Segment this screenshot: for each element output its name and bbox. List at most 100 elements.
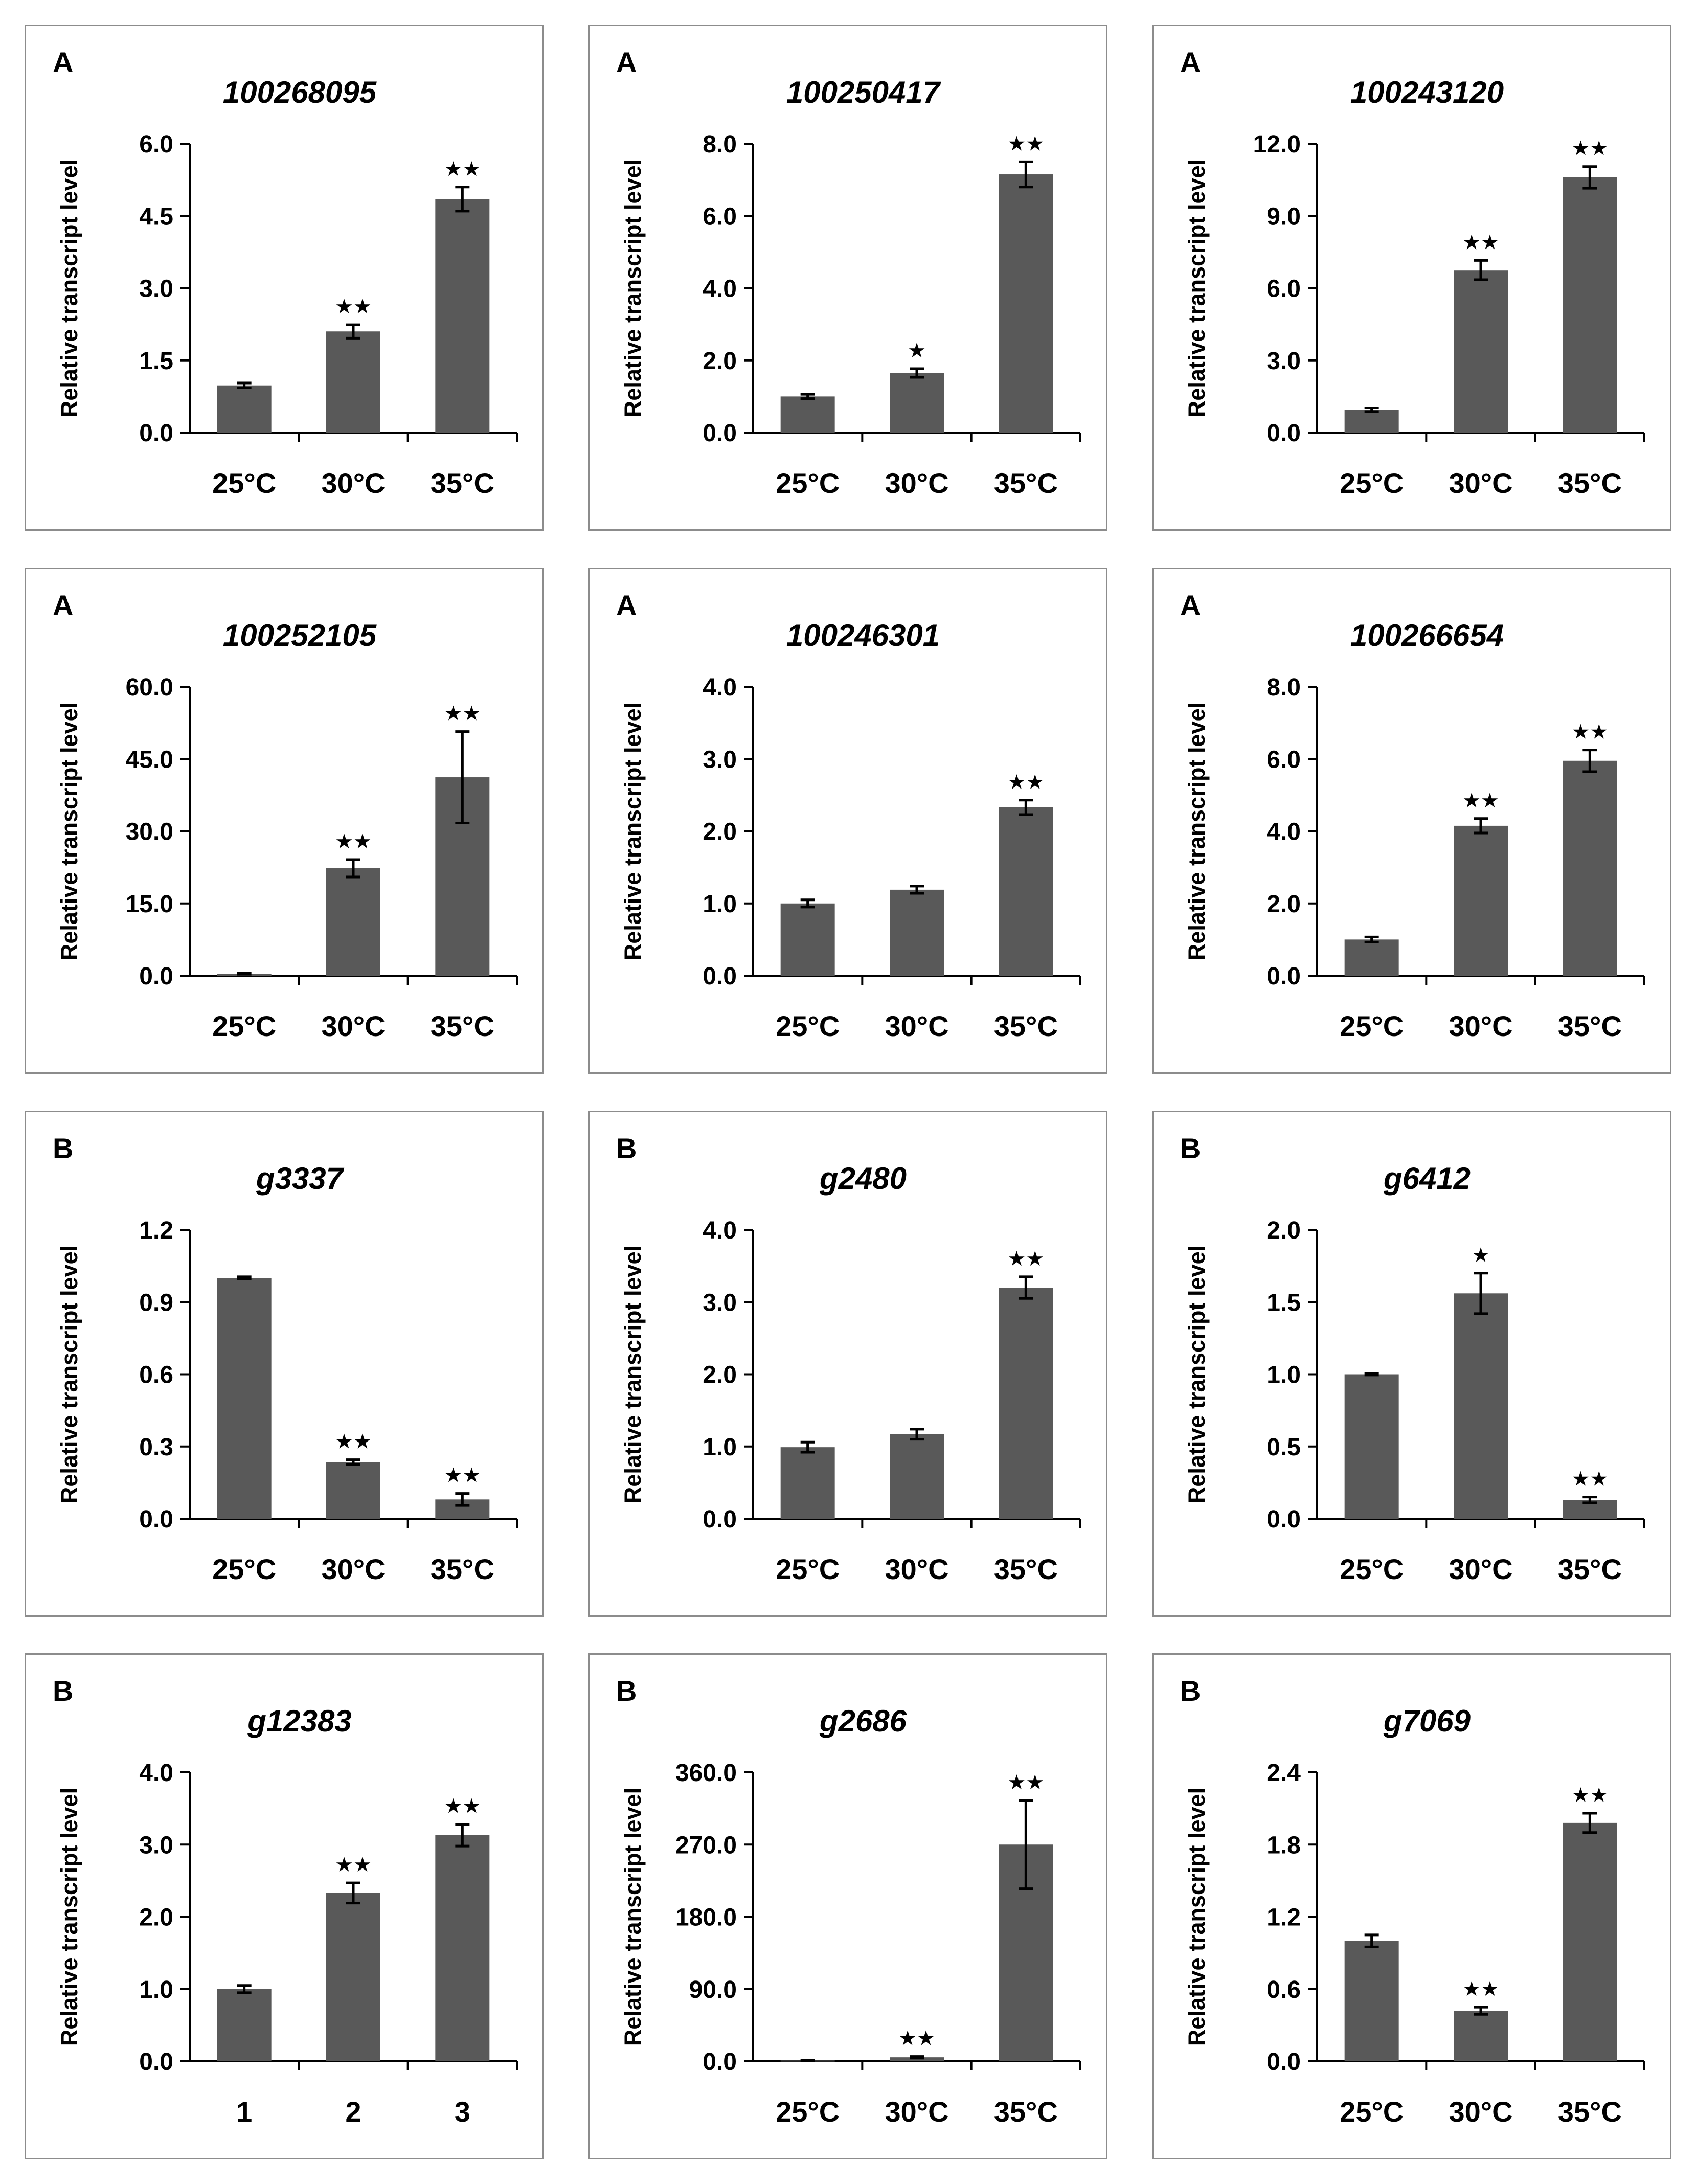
y-tick-label: 2.0 <box>139 1904 173 1931</box>
chart-panel-3: A 100243120 Relative transcript level 0.0 3.… <box>1152 25 1671 531</box>
y-tick-label: 60.0 <box>126 674 173 701</box>
significance-mark: ★★ <box>444 1795 481 1818</box>
panel-letter: B <box>616 1675 637 1707</box>
panel-letter: B <box>616 1132 637 1164</box>
y-tick-label: 0.0 <box>1267 420 1301 447</box>
x-category-label: 2 <box>345 2096 361 2128</box>
y-tick-label: 0.6 <box>1267 1976 1301 2003</box>
y-tick-label: 2.0 <box>703 348 737 375</box>
bar <box>217 1989 272 2061</box>
x-category-label: 25°C <box>1340 467 1404 499</box>
x-category-label: 35°C <box>994 1553 1058 1585</box>
y-tick-label: 180.0 <box>675 1904 737 1931</box>
bar <box>1454 1293 1508 1519</box>
error-bar <box>1364 407 1379 413</box>
chart-title: 100250417 <box>786 75 941 109</box>
y-tick-label: 0.0 <box>139 1506 173 1533</box>
x-category-label: 35°C <box>431 467 494 499</box>
y-axis-label: Relative transcript level <box>56 1245 82 1503</box>
bar <box>326 1893 380 2061</box>
x-category-label: 30°C <box>1449 467 1512 499</box>
y-tick-label: 1.0 <box>139 1976 173 2003</box>
significance-mark: ★★ <box>1462 231 1499 254</box>
y-tick-label: 0.0 <box>1267 963 1301 990</box>
significance-mark: ★★ <box>898 2027 935 2051</box>
x-category-label: 35°C <box>994 467 1058 499</box>
y-tick-label: 1.0 <box>703 1434 737 1461</box>
error-bar <box>237 972 252 976</box>
y-axis-label: Relative transcript level <box>56 702 82 960</box>
bar-chart: A 100250417 Relative transcript level 0.0 2.… <box>616 46 1081 499</box>
x-category-label: 35°C <box>1558 1010 1622 1042</box>
bar <box>1454 270 1508 433</box>
y-tick-label: 2.4 <box>1267 1760 1301 1787</box>
error-bar <box>237 381 252 389</box>
x-category-label: 25°C <box>1340 2096 1404 2128</box>
y-tick-label: 2.0 <box>1267 1217 1301 1244</box>
y-tick-label: 6.0 <box>703 203 737 230</box>
error-bar <box>1364 1933 1379 1948</box>
error-bar <box>346 858 360 879</box>
y-tick-label: 360.0 <box>675 1760 737 1787</box>
y-tick-label: 1.0 <box>703 891 737 918</box>
error-bar <box>237 1275 252 1281</box>
x-category-label: 30°C <box>321 467 385 499</box>
bar <box>326 331 380 433</box>
y-tick-label: 0.0 <box>703 420 737 447</box>
panel-letter: A <box>616 589 637 621</box>
bar <box>217 385 272 433</box>
y-tick-label: 8.0 <box>1267 674 1301 701</box>
chart-title: g12383 <box>247 1704 352 1738</box>
error-bar <box>1364 935 1379 943</box>
y-tick-label: 2.0 <box>703 1362 737 1389</box>
error-bar <box>800 1440 815 1454</box>
chart-title: g2480 <box>819 1161 907 1196</box>
y-tick-label: 2.0 <box>703 819 737 846</box>
x-category-label: 30°C <box>885 1553 948 1585</box>
error-bar <box>1474 1272 1488 1315</box>
panel-letter: A <box>53 589 73 621</box>
chart-title: 100246301 <box>786 618 940 652</box>
bar <box>1454 2011 1508 2061</box>
error-bar <box>1019 799 1033 816</box>
error-bar <box>1019 160 1033 189</box>
significance-mark: ★★ <box>1007 1771 1044 1794</box>
y-axis-label: Relative transcript level <box>620 1245 646 1503</box>
y-tick-label: 1.2 <box>139 1217 173 1244</box>
chart-title: g3337 <box>256 1161 345 1196</box>
chart-panel-5: A 100246301 Relative transcript level 0.0 1.… <box>588 568 1107 1074</box>
bar <box>1344 410 1399 433</box>
y-tick-label: 0.0 <box>703 1506 737 1533</box>
panel-letter: A <box>1180 46 1201 78</box>
error-bar <box>346 323 360 340</box>
x-category-label: 35°C <box>1558 467 1622 499</box>
x-category-label: 3 <box>455 2096 470 2128</box>
y-tick-label: 0.9 <box>139 1289 173 1316</box>
x-category-label: 30°C <box>1449 1010 1512 1042</box>
bar <box>326 868 380 976</box>
panel-letter: B <box>1180 1132 1201 1164</box>
y-tick-label: 0.0 <box>703 963 737 990</box>
x-category-label: 35°C <box>994 2096 1058 2128</box>
y-tick-label: 12.0 <box>1253 131 1301 158</box>
y-tick-label: 0.0 <box>703 2048 737 2076</box>
y-axis-label: Relative transcript level <box>620 1788 646 2046</box>
error-bar <box>1364 1372 1379 1377</box>
error-bar <box>800 2059 815 2062</box>
y-tick-label: 0.0 <box>1267 1506 1301 1533</box>
y-tick-label: 4.0 <box>703 674 737 701</box>
bar <box>1344 1374 1399 1519</box>
significance-mark: ★★ <box>335 295 372 319</box>
chart-title: g6412 <box>1383 1161 1471 1196</box>
significance-mark: ★ <box>1472 1244 1490 1267</box>
significance-mark: ★★ <box>335 830 372 853</box>
y-axis-label: Relative transcript level <box>1184 1245 1210 1503</box>
panel-letter: B <box>53 1132 73 1164</box>
y-tick-label: 1.0 <box>1267 1362 1301 1389</box>
x-category-label: 30°C <box>321 1553 385 1585</box>
